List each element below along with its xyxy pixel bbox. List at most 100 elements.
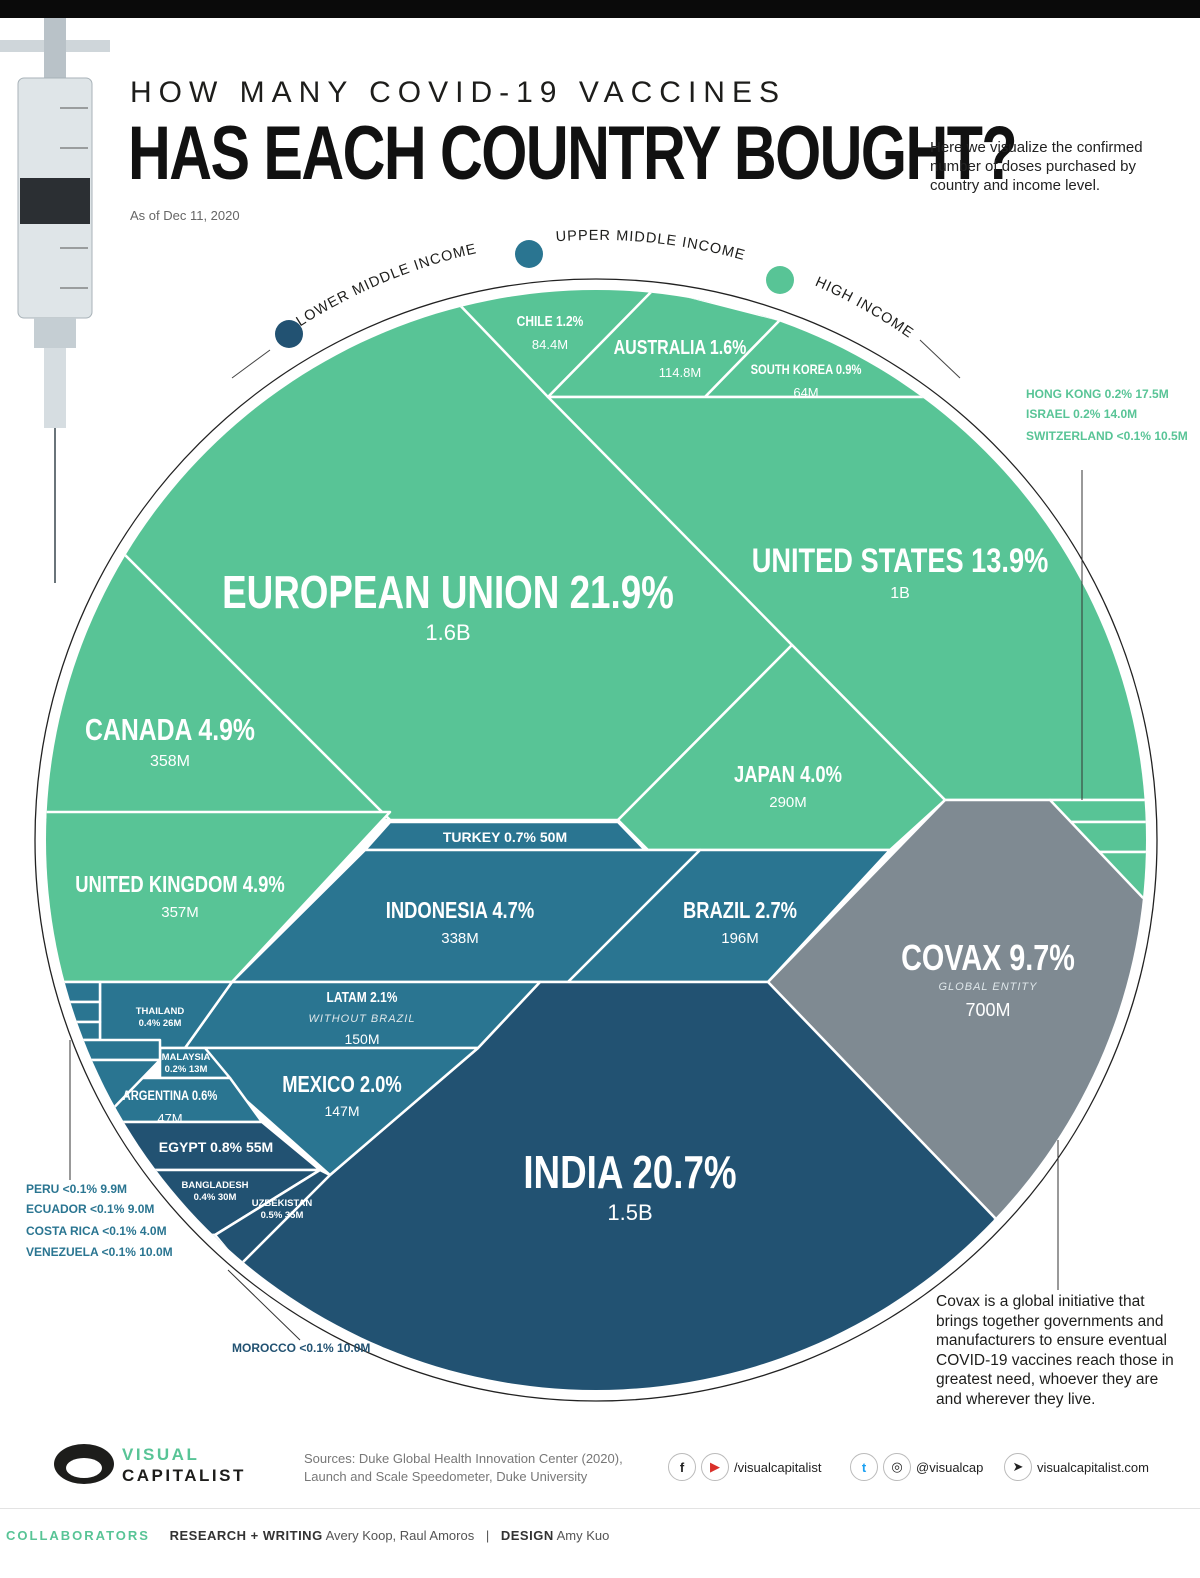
label-brazil: BRAZIL 2.7% xyxy=(683,898,797,923)
syringe-stopper xyxy=(20,178,90,224)
logo-line-2: CAPITALIST xyxy=(122,1466,246,1485)
svg-text:HIGH INCOME: HIGH INCOME xyxy=(813,274,917,342)
social-handle-vcap[interactable]: @visualcap xyxy=(916,1459,984,1475)
facebook-icon[interactable]: f xyxy=(668,1453,696,1481)
voronoi-chart: LOWER MIDDLE INCOME UPPER MIDDLE INCOME … xyxy=(0,228,1200,1402)
label-south-korea: SOUTH KOREA 0.9% xyxy=(751,362,862,377)
value-australia: 114.8M xyxy=(659,365,701,380)
lower-middle-income-icon xyxy=(275,320,303,348)
footer-divider xyxy=(0,1508,1200,1509)
collaborators-label: COLLABORATORS xyxy=(6,1528,150,1543)
label-japan: JAPAN 4.0% xyxy=(734,762,842,787)
value-bangladesh: 0.4% 30M xyxy=(194,1192,237,1203)
side-label-costa-rica: COSTA RICA <0.1% 4.0M xyxy=(26,1224,167,1238)
value-united-kingdom: 357M xyxy=(161,904,199,921)
value-south-korea: 64M xyxy=(793,385,818,400)
outer-ring xyxy=(34,278,1158,1402)
twitter-icon[interactable]: t xyxy=(850,1453,878,1481)
label-canada: CANADA 4.9% xyxy=(85,712,255,746)
cell-costa-rica[interactable] xyxy=(0,1020,102,1042)
social-handle-vc[interactable]: /visualcapitalist xyxy=(734,1459,822,1475)
label-mexico: MEXICO 2.0% xyxy=(282,1072,402,1097)
chart-title: HAS EACH COUNTRY BOUGHT? xyxy=(128,111,1018,196)
label-latam: LATAM 2.1% xyxy=(327,989,398,1006)
logo-line-1: VISUAL xyxy=(122,1445,200,1464)
arc-arrow-right xyxy=(919,339,961,379)
value-covax: 700M xyxy=(965,1000,1010,1020)
value-india: 1.5B xyxy=(607,1200,652,1225)
value-indonesia: 338M xyxy=(441,930,479,947)
label-bangladesh: BANGLADESH xyxy=(181,1180,248,1191)
research-names: Avery Koop, Raul Amoros xyxy=(325,1528,475,1543)
design-names: Amy Kuo xyxy=(556,1528,610,1543)
sources: Sources: Duke Global Health Innovation C… xyxy=(304,1451,623,1484)
label-chile: CHILE 1.2% xyxy=(517,313,584,330)
arc-label-high: HIGH INCOME xyxy=(813,274,916,342)
label-united-states: UNITED STATES 13.9% xyxy=(752,541,1049,580)
value-mexico: 147M xyxy=(324,1103,359,1119)
value-malaysia: 0.2% 13M xyxy=(165,1064,208,1075)
website-link[interactable]: visualcapitalist.com xyxy=(1037,1459,1149,1475)
value-argentina: 47M xyxy=(157,1111,182,1126)
cell-venezuela[interactable] xyxy=(0,1038,162,1062)
arc-label-upper-middle: UPPER MIDDLE INCOME xyxy=(555,228,746,264)
upper-middle-income-icon xyxy=(515,240,543,268)
chart-description: Here we visualize the confirmed number o… xyxy=(930,139,1143,194)
research-label: RESEARCH + WRITING xyxy=(169,1528,323,1543)
cell-peru[interactable] xyxy=(0,980,102,1004)
side-label-ecuador: ECUADOR <0.1% 9.0M xyxy=(26,1202,154,1216)
collaborators-row: COLLABORATORS RESEARCH + WRITING Avery K… xyxy=(6,1528,609,1543)
logo-wordmark: VISUAL CAPITALIST xyxy=(122,1444,246,1486)
side-label-israel: ISRAEL 0.2% 14.0M xyxy=(1026,407,1137,421)
as-of-date: As of Dec 11, 2020 xyxy=(130,208,240,223)
label-egypt: EGYPT 0.8% 55M xyxy=(159,1139,273,1155)
collab-separator: | xyxy=(485,1528,490,1543)
side-label-peru: PERU <0.1% 9.9M xyxy=(26,1182,127,1196)
covax-note: Covax is a global initiative that brings… xyxy=(936,1293,1174,1408)
label-uzbekistan: UZBEKISTAN xyxy=(252,1198,313,1209)
value-chile: 84.4M xyxy=(532,337,568,352)
value-japan: 290M xyxy=(769,794,807,811)
syringe-illustration xyxy=(0,18,110,583)
label-malaysia: MALAYSIA xyxy=(162,1052,211,1063)
instagram-icon[interactable]: ◎ xyxy=(883,1453,911,1481)
cell-ecuador[interactable] xyxy=(0,1000,102,1024)
label-note-covax: GLOBAL ENTITY xyxy=(939,981,1038,993)
label-indonesia: INDONESIA 4.7% xyxy=(386,898,535,923)
value-brazil: 196M xyxy=(721,930,759,947)
label-united-kingdom: UNITED KINGDOM 4.9% xyxy=(75,872,284,897)
label-thailand: THAILAND xyxy=(136,1006,185,1017)
side-label-switzerland: SWITZERLAND <0.1% 10.5M xyxy=(1026,429,1188,443)
label-argentina: ARGENTINA 0.6% xyxy=(123,1088,218,1103)
arc-arrow-left xyxy=(231,349,271,379)
value-european-union: 1.6B xyxy=(425,620,470,645)
label-covax: COVAX 9.7% xyxy=(901,937,1075,978)
label-note-latam: WITHOUT BRAZIL xyxy=(309,1013,416,1025)
value-uzbekistan: 0.5% 35M xyxy=(261,1210,304,1221)
label-european-union: EUROPEAN UNION 21.9% xyxy=(222,566,674,618)
label-australia: AUSTRALIA 1.6% xyxy=(614,336,747,358)
social-group-2: t ◎ @visualcap xyxy=(850,1452,983,1482)
top-bar xyxy=(0,0,1200,18)
bracket-morocco xyxy=(227,1269,301,1341)
value-canada: 358M xyxy=(150,753,190,770)
side-label-morocco: MOROCCO <0.1% 10.0M xyxy=(232,1341,370,1355)
social-group-3: ➤ visualcapitalist.com xyxy=(1004,1452,1149,1482)
youtube-icon[interactable]: ▶ xyxy=(701,1453,729,1481)
label-turkey: TURKEY 0.7% 50M xyxy=(443,829,567,845)
value-latam: 150M xyxy=(344,1031,379,1047)
social-group-1: f ▶ /visualcapitalist xyxy=(668,1452,821,1482)
value-united-states: 1B xyxy=(890,585,910,602)
cell-hong-kong[interactable] xyxy=(1048,798,1200,824)
cursor-icon[interactable]: ➤ xyxy=(1004,1453,1032,1481)
syringe-plunger-rod xyxy=(44,18,66,78)
syringe-needle-base xyxy=(44,348,66,428)
svg-text:UPPER MIDDLE INCOME: UPPER MIDDLE INCOME xyxy=(555,228,747,264)
syringe-hub xyxy=(34,318,76,348)
side-label-hong-kong: HONG KONG 0.2% 17.5M xyxy=(1026,387,1169,401)
visual-capitalist-logo xyxy=(54,1444,114,1484)
high-income-icon xyxy=(766,266,794,294)
chart-subtitle: HOW MANY COVID-19 VACCINES xyxy=(130,76,786,109)
side-label-venezuela: VENEZUELA <0.1% 10.0M xyxy=(26,1245,173,1259)
label-india: INDIA 20.7% xyxy=(523,1146,736,1198)
